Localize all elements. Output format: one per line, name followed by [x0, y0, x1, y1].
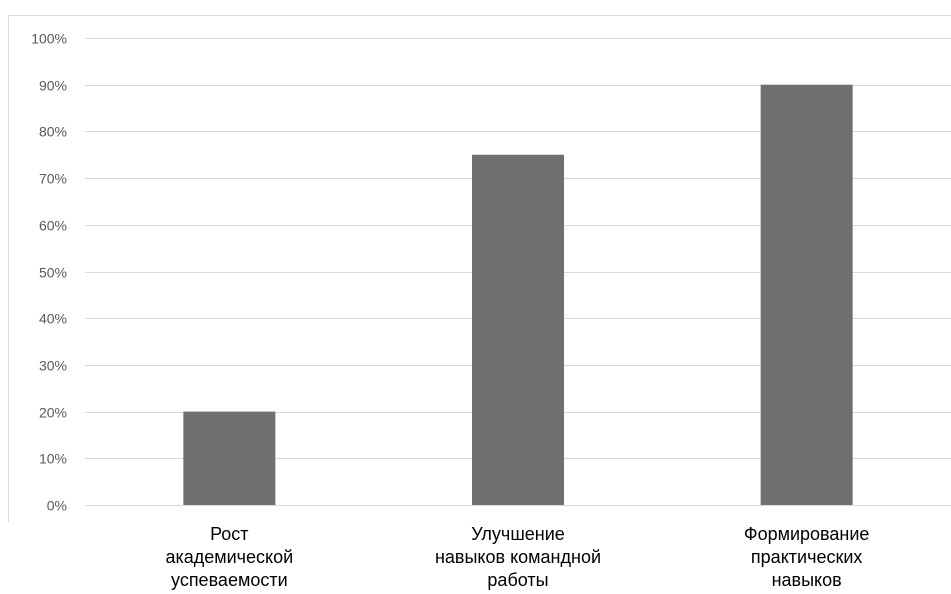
y-tick-label: 20% [39, 405, 67, 421]
x-category-label-line: академической [165, 547, 293, 567]
x-category-label-line: успеваемости [171, 570, 288, 590]
x-category-label-line: Улучшение [471, 524, 565, 544]
bar [183, 411, 276, 505]
x-category-label-line: навыков командной [435, 547, 601, 567]
chart-frame-left-border [8, 15, 9, 522]
x-category-label-line: Рост [210, 524, 248, 544]
y-tick-label: 60% [39, 218, 67, 234]
x-category-label-line: практических [751, 547, 862, 567]
bar [472, 154, 564, 505]
y-tick-label: 50% [39, 265, 67, 281]
y-tick-label: 0% [47, 498, 67, 514]
y-tick-label: 70% [39, 171, 67, 187]
x-category-label-line: навыков [772, 570, 842, 590]
y-tick-label: 30% [39, 358, 67, 374]
y-tick-label: 100% [31, 31, 67, 47]
x-category-label-line: работы [487, 570, 548, 590]
bar [760, 84, 853, 505]
x-category-label-line: Формирование [744, 524, 870, 544]
y-tick-label: 40% [39, 311, 67, 327]
x-category-label: Рост академической успеваемости [165, 524, 293, 590]
y-tick-label: 80% [39, 124, 67, 140]
y-tick-label: 10% [39, 451, 67, 467]
y-tick-label: 90% [39, 78, 67, 94]
chart-frame-top-border [8, 15, 951, 16]
x-category-label: Улучшение навыков командной работы [435, 524, 601, 590]
x-category-label: Формирование практических навыков [744, 524, 870, 590]
